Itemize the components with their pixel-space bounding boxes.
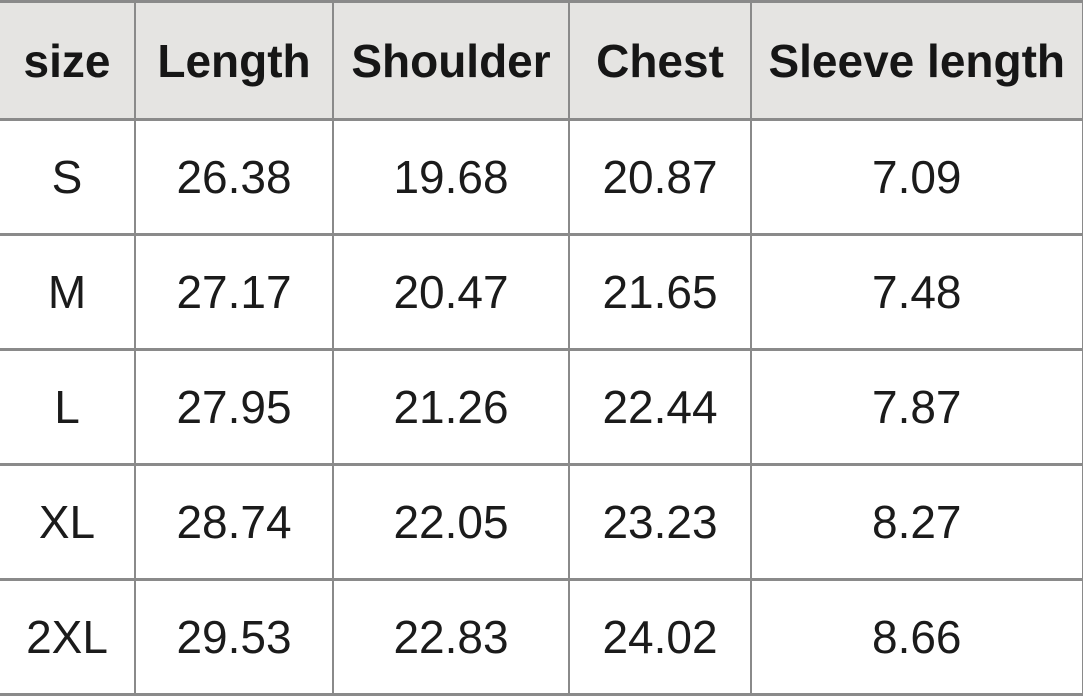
column-header-size: size bbox=[0, 0, 136, 121]
cell-length: 29.53 bbox=[134, 578, 334, 696]
cell-sleeve-length: 7.48 bbox=[750, 233, 1083, 351]
column-header-shoulder: Shoulder bbox=[332, 0, 570, 121]
table-row: 2XL 29.53 22.83 24.02 8.66 bbox=[0, 578, 1083, 696]
cell-chest: 22.44 bbox=[568, 348, 752, 466]
cell-sleeve-length: 7.09 bbox=[750, 118, 1083, 236]
column-header-sleeve-length: Sleeve length bbox=[750, 0, 1083, 121]
column-header-chest: Chest bbox=[568, 0, 752, 121]
cell-chest: 24.02 bbox=[568, 578, 752, 696]
cell-shoulder: 20.47 bbox=[332, 233, 570, 351]
cell-length: 26.38 bbox=[134, 118, 334, 236]
table-row: L 27.95 21.26 22.44 7.87 bbox=[0, 348, 1083, 466]
cell-size: XL bbox=[0, 463, 136, 581]
cell-chest: 21.65 bbox=[568, 233, 752, 351]
cell-chest: 20.87 bbox=[568, 118, 752, 236]
cell-shoulder: 19.68 bbox=[332, 118, 570, 236]
cell-sleeve-length: 8.27 bbox=[750, 463, 1083, 581]
cell-length: 27.95 bbox=[134, 348, 334, 466]
column-header-length: Length bbox=[134, 0, 334, 121]
cell-sleeve-length: 8.66 bbox=[750, 578, 1083, 696]
table-row: XL 28.74 22.05 23.23 8.27 bbox=[0, 463, 1083, 581]
cell-chest: 23.23 bbox=[568, 463, 752, 581]
cell-size: 2XL bbox=[0, 578, 136, 696]
cell-length: 27.17 bbox=[134, 233, 334, 351]
header-row: size Length Shoulder Chest Sleeve length bbox=[0, 0, 1083, 121]
cell-shoulder: 22.83 bbox=[332, 578, 570, 696]
cell-length: 28.74 bbox=[134, 463, 334, 581]
cell-shoulder: 21.26 bbox=[332, 348, 570, 466]
cell-sleeve-length: 7.87 bbox=[750, 348, 1083, 466]
cell-size: S bbox=[0, 118, 136, 236]
cell-size: L bbox=[0, 348, 136, 466]
table-row: M 27.17 20.47 21.65 7.48 bbox=[0, 233, 1083, 351]
cell-size: M bbox=[0, 233, 136, 351]
table-row: S 26.38 19.68 20.87 7.09 bbox=[0, 118, 1083, 236]
cell-shoulder: 22.05 bbox=[332, 463, 570, 581]
